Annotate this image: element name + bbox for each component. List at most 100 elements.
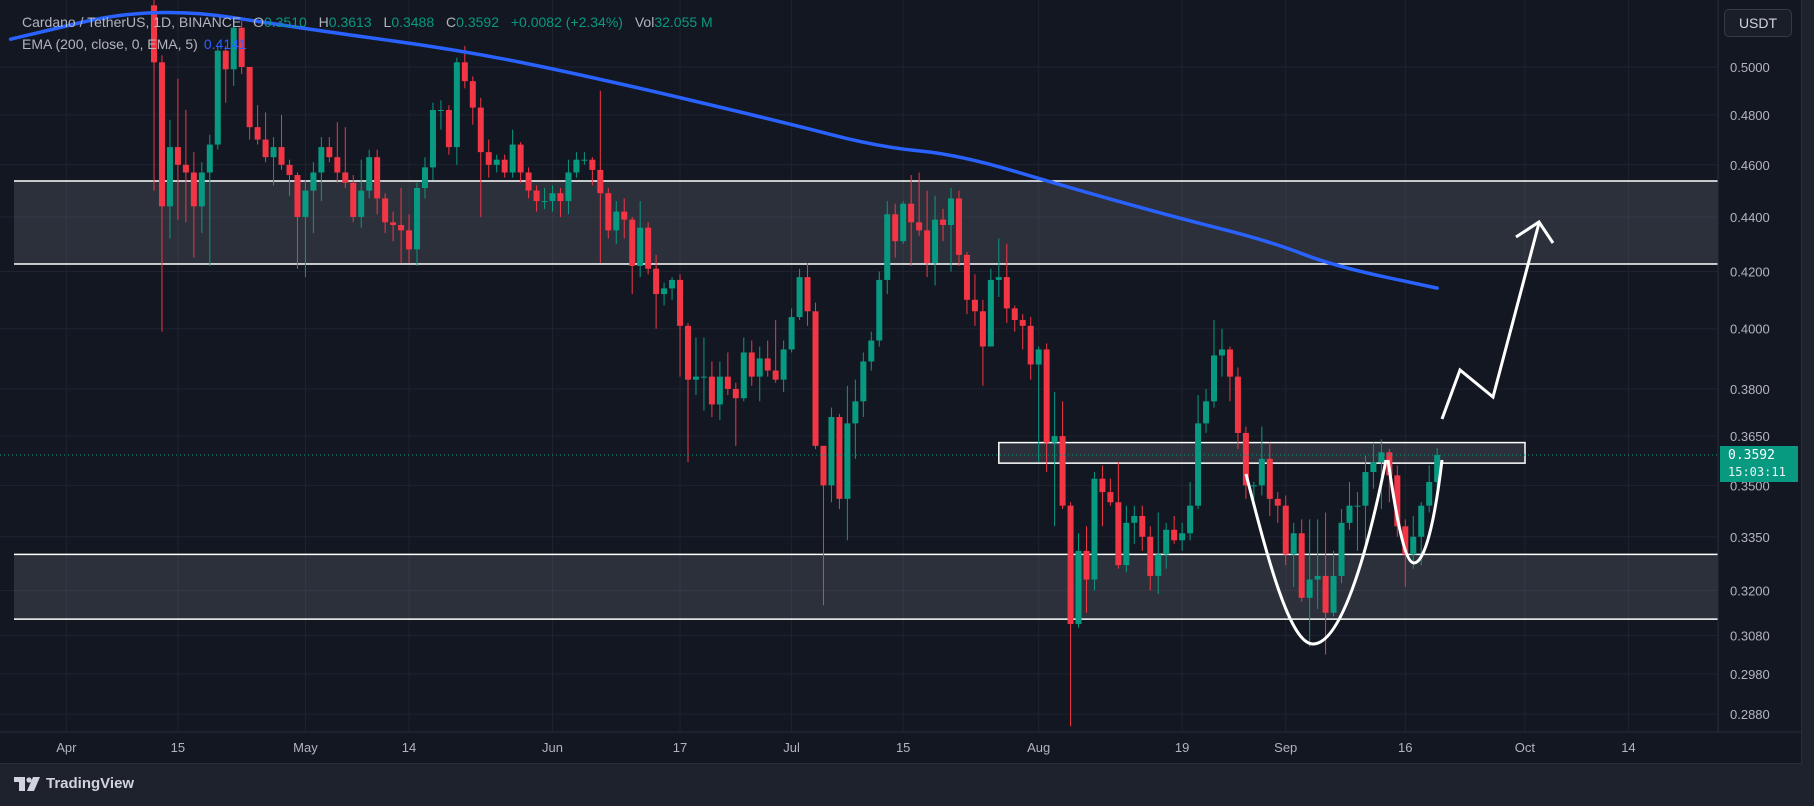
symbol-legend[interactable]: Cardano / TetherUS, 1D, BINANCE O0.3510 … — [22, 14, 713, 30]
candle-body — [302, 190, 309, 217]
x-tick-label: May — [293, 740, 318, 755]
resistance-zone[interactable] — [14, 180, 1718, 264]
candle-body — [948, 198, 954, 225]
candle — [182, 110, 189, 223]
price-axis[interactable]: 0.5000 0.4800 0.4600 0.4400 0.4200 0.4000 0.38… — [1730, 60, 1770, 722]
candle — [748, 340, 755, 386]
candle — [1011, 305, 1018, 332]
candle — [1019, 314, 1026, 350]
candle-body — [1322, 575, 1329, 613]
candle-body — [740, 352, 747, 399]
candle-body — [406, 230, 413, 250]
candle-body — [756, 358, 763, 377]
high-label: H — [318, 14, 329, 30]
candle — [653, 254, 660, 329]
indicator-legend[interactable]: EMA (200, close, 0, EMA, 5) 0.4141 — [22, 36, 247, 52]
projection-arrow[interactable] — [1440, 222, 1541, 420]
arrow-head-icon — [1515, 219, 1555, 244]
currency-button[interactable]: USDT — [1724, 9, 1792, 37]
candle-body — [748, 352, 755, 377]
candle-body — [461, 62, 468, 82]
ema-200-line[interactable] — [8, 10, 1439, 290]
candle — [597, 90, 604, 264]
candle-body — [1043, 349, 1050, 443]
support-zone[interactable] — [14, 554, 1718, 620]
candle — [421, 157, 428, 199]
candle — [995, 238, 1002, 297]
candle-body — [501, 159, 508, 173]
candle-body — [1179, 533, 1186, 541]
cup-curve[interactable] — [1244, 459, 1388, 646]
candle-body — [589, 159, 596, 170]
candle — [876, 271, 883, 347]
close-value: 0.3592 — [456, 14, 499, 30]
candle — [1067, 502, 1074, 727]
candle-body — [166, 147, 173, 207]
candlestick-chart[interactable]: 0.5000 0.4800 0.4600 0.4400 0.4200 0.4000 0.38… — [0, 0, 1802, 764]
candle — [509, 129, 516, 178]
candle — [940, 208, 947, 242]
time-axis[interactable]: Apr 15 May 14 Jun 17 Jul 15 Aug 19 Sep 16 Oct 14 — [56, 740, 1635, 755]
candle — [493, 154, 500, 173]
candle — [637, 201, 644, 278]
candle — [565, 159, 572, 215]
candle-body — [573, 159, 580, 173]
candle-body — [1123, 522, 1130, 566]
candle — [310, 162, 317, 234]
candle — [605, 187, 612, 239]
candle — [796, 268, 803, 320]
candle-body — [1147, 536, 1154, 576]
candle — [1258, 426, 1265, 496]
candle-body — [1218, 349, 1225, 356]
candle — [238, 20, 245, 75]
candle — [812, 302, 819, 450]
candle — [1226, 346, 1233, 402]
candle — [916, 172, 923, 236]
chart-pane[interactable]: 0.5000 0.4800 0.4600 0.4400 0.4200 0.4000 0.38… — [0, 0, 1802, 764]
candle — [270, 137, 277, 186]
x-tick-label: Aug — [1027, 740, 1050, 755]
candle — [549, 185, 556, 212]
candle-body — [1258, 458, 1265, 486]
handle-curve[interactable] — [1386, 459, 1444, 565]
candle-body — [955, 198, 962, 255]
candle-body — [1402, 526, 1409, 555]
candle-body — [963, 254, 970, 300]
candle-body — [1234, 376, 1241, 433]
candle — [979, 299, 986, 386]
candle-body — [1115, 502, 1122, 566]
candle — [732, 382, 739, 446]
tradingview-logo[interactable]: TradingView — [14, 775, 134, 792]
candle — [1282, 495, 1289, 566]
y-tick-label: 0.4600 — [1730, 158, 1770, 173]
candle-body — [876, 279, 883, 341]
candle — [262, 112, 269, 163]
candle — [557, 187, 564, 217]
candle-body — [868, 340, 875, 362]
candle — [804, 263, 811, 326]
candle-body — [677, 279, 684, 326]
candle-body — [1131, 515, 1138, 523]
candle — [1218, 328, 1225, 377]
candle-body — [374, 157, 381, 199]
candle — [151, 0, 157, 191]
ema-layer — [8, 10, 1439, 290]
y-tick-label: 0.4000 — [1730, 322, 1770, 337]
candle — [971, 274, 978, 326]
candle — [684, 322, 691, 463]
candle — [190, 152, 197, 258]
candle — [1274, 492, 1281, 523]
candle-body — [1099, 478, 1106, 493]
brand-name: TradingView — [46, 775, 135, 792]
x-tick-label: Apr — [56, 740, 77, 755]
candle — [1338, 509, 1345, 584]
candle — [525, 167, 532, 199]
candle — [1314, 519, 1321, 609]
x-tick-label: 17 — [673, 740, 687, 755]
y-tick-label: 0.3500 — [1730, 478, 1770, 493]
candle — [406, 214, 413, 264]
candle — [246, 67, 253, 140]
candle-body — [684, 325, 691, 380]
candle — [318, 137, 325, 202]
x-tick-label: Jul — [783, 740, 800, 755]
